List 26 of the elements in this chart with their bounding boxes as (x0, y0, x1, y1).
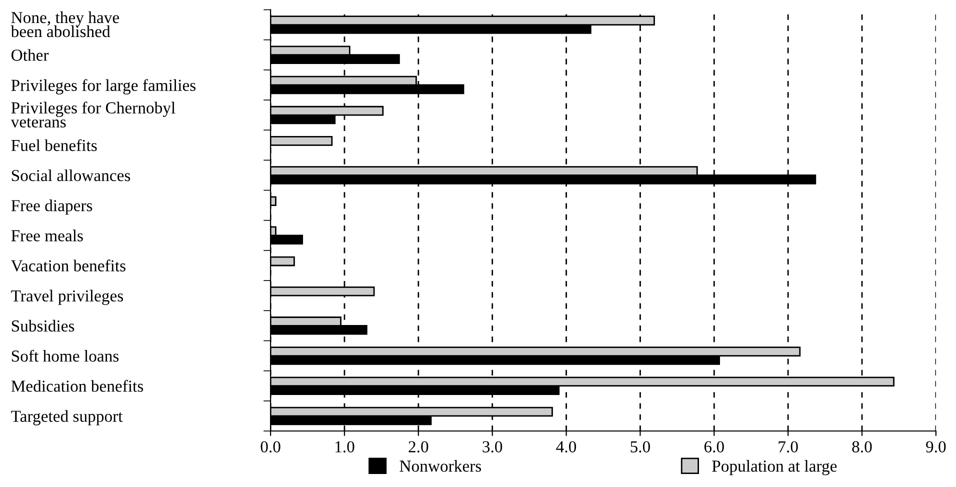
x-tick-label: 7.0 (778, 441, 798, 453)
x-tick-label: 0.0 (260, 441, 280, 453)
y-tick-label: Subsidies (12, 320, 74, 332)
y-tick-label: Privileges for large families (11, 79, 196, 94)
x-tick-label: 6.0 (704, 441, 724, 453)
legend-label: Nonworkers (400, 460, 482, 472)
x-tick-label: 2.0 (408, 441, 428, 453)
y-tick-label: Other (12, 49, 49, 61)
y-tick-label: Fuel benefits (11, 139, 97, 152)
x-tick-label: 3.0 (482, 441, 502, 453)
y-tick-label: Free meals (11, 230, 83, 242)
y-tick-label: Travel privileges (11, 290, 124, 305)
y-tick-label: None, they have been abolished (10, 11, 120, 38)
legend-label: Population at large (712, 460, 837, 476)
x-tick-label: 9.0 (926, 441, 946, 453)
y-tick-label: Medication benefits (11, 380, 144, 392)
y-tick-label: Targeted support (11, 410, 123, 426)
x-tick-label: 8.0 (852, 441, 872, 453)
y-tick-label: Privileges for Chernobyl veterans (10, 102, 176, 128)
y-tick-label: Soft home loans (12, 350, 119, 362)
y-tick-label: Vacation benefits (11, 260, 126, 272)
x-tick-label: 1.0 (336, 441, 354, 453)
y-tick-label: Free diapers (11, 200, 92, 215)
y-tick-label: Social allowances (12, 169, 130, 182)
x-tick-label: 4.0 (556, 441, 576, 453)
x-tick-label: 5.0 (630, 441, 650, 453)
